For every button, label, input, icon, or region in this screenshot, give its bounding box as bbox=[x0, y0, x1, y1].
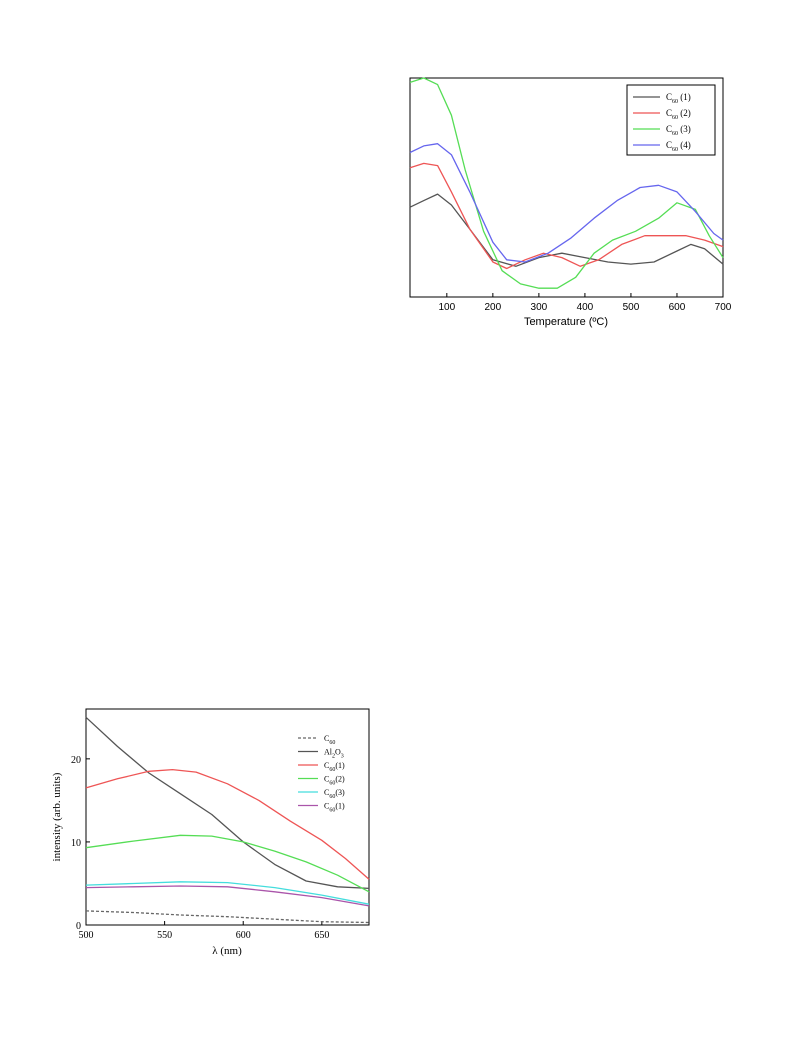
legend-label-1: Al2O3 bbox=[324, 748, 344, 760]
legend-text: C bbox=[324, 802, 329, 811]
legend-suffix: (1) bbox=[678, 92, 691, 102]
chart2-x-label: λ (nm) bbox=[212, 945, 242, 957]
legend-subscript: 60 bbox=[329, 740, 335, 746]
x-tick-label: 600 bbox=[236, 930, 251, 941]
chart1-legend-entries: C60 (1)C60 (2)C60 (3)C60 (4) bbox=[633, 92, 691, 153]
legend-subscript: 60 bbox=[329, 781, 335, 787]
legend-subscript: 2 bbox=[332, 754, 335, 760]
legend-label-5: C60(1) bbox=[324, 802, 345, 814]
legend-text: C bbox=[666, 92, 672, 102]
x-tick-label: 650 bbox=[314, 930, 329, 941]
x-tick-label: 100 bbox=[438, 302, 455, 313]
x-tick-label: 600 bbox=[669, 302, 686, 313]
series-line-0 bbox=[85, 910, 370, 924]
legend-subscript: 60 bbox=[672, 99, 678, 105]
legend-text: C bbox=[324, 734, 329, 743]
series-line-2 bbox=[85, 768, 370, 880]
chart1-x-label: Temperature (ºC) bbox=[524, 316, 608, 328]
chart1-plot-frame bbox=[409, 77, 724, 298]
legend-text: C bbox=[324, 761, 329, 770]
x-tick-label: 400 bbox=[577, 302, 594, 313]
chart2-y-ticks: 0 10 20 bbox=[71, 755, 90, 932]
series-line-1 bbox=[85, 716, 370, 890]
legend-label-3: C60 (4) bbox=[666, 140, 691, 153]
legend-label-3: C60(2) bbox=[324, 775, 345, 787]
chart-temperature: 100 200 300 400 500 600 700 Temperature (ºC) C… bbox=[409, 77, 732, 328]
legend-subscript: 60 bbox=[329, 767, 335, 773]
y-tick-label: 0 bbox=[76, 921, 81, 932]
legend-subscript: 60 bbox=[329, 808, 335, 814]
series-line-5 bbox=[85, 885, 370, 907]
chart2-x-ticks: 500 550 600 650 bbox=[79, 921, 329, 941]
x-tick-label: 550 bbox=[157, 930, 172, 941]
series-line-3 bbox=[85, 834, 370, 893]
series-line-2 bbox=[409, 77, 724, 289]
legend-subscript: 60 bbox=[672, 131, 678, 137]
x-tick-label: 300 bbox=[531, 302, 548, 313]
legend-suffix: O bbox=[335, 748, 341, 757]
legend-label-2: C60(1) bbox=[324, 761, 345, 773]
legend-subscript: 3 bbox=[341, 754, 344, 760]
x-tick-label: 700 bbox=[715, 302, 732, 313]
y-tick-label: 10 bbox=[71, 838, 81, 849]
legend-text: C bbox=[324, 788, 329, 797]
legend-text: C bbox=[666, 124, 672, 134]
legend-label-0: C60 (1) bbox=[666, 92, 691, 105]
legend-suffix: (2) bbox=[678, 108, 691, 118]
chart1-legend bbox=[626, 84, 716, 156]
legend-label-4: C60(3) bbox=[324, 788, 345, 800]
legend-text: C bbox=[666, 140, 672, 150]
x-tick-label: 200 bbox=[485, 302, 502, 313]
chart2-series bbox=[85, 716, 370, 924]
series-line-4 bbox=[85, 881, 370, 905]
legend-text: Al bbox=[324, 748, 333, 757]
series-line-1 bbox=[409, 162, 724, 270]
chart1-x-ticks: 100 200 300 400 500 600 700 bbox=[438, 293, 732, 313]
series-line-0 bbox=[409, 193, 724, 267]
legend-subscript: 60 bbox=[672, 147, 678, 153]
chart-intensity: 500 550 600 650 0 10 20 λ (nm) intensity (arb… bbox=[51, 708, 370, 957]
legend-text: C bbox=[666, 108, 672, 118]
legend-text: C bbox=[324, 775, 329, 784]
legend-label-0: C60 bbox=[324, 734, 335, 746]
chart2-y-label: intensity (arb. units) bbox=[51, 772, 63, 861]
legend-suffix: (2) bbox=[335, 775, 345, 784]
legend-label-1: C60 (2) bbox=[666, 108, 691, 121]
y-tick-label: 20 bbox=[71, 755, 81, 766]
chart1-series bbox=[409, 77, 724, 289]
legend-suffix: (1) bbox=[335, 802, 345, 811]
series-line-3 bbox=[409, 143, 724, 263]
x-tick-label: 500 bbox=[623, 302, 640, 313]
legend-subscript: 60 bbox=[329, 794, 335, 800]
legend-label-2: C60 (3) bbox=[666, 124, 691, 137]
legend-suffix: (1) bbox=[335, 761, 345, 770]
legend-suffix: (4) bbox=[678, 140, 691, 150]
legend-suffix: (3) bbox=[678, 124, 691, 134]
chart2-plot-frame bbox=[85, 708, 370, 926]
legend-subscript: 60 bbox=[672, 115, 678, 121]
legend-suffix: (3) bbox=[335, 788, 345, 797]
x-tick-label: 500 bbox=[79, 930, 94, 941]
